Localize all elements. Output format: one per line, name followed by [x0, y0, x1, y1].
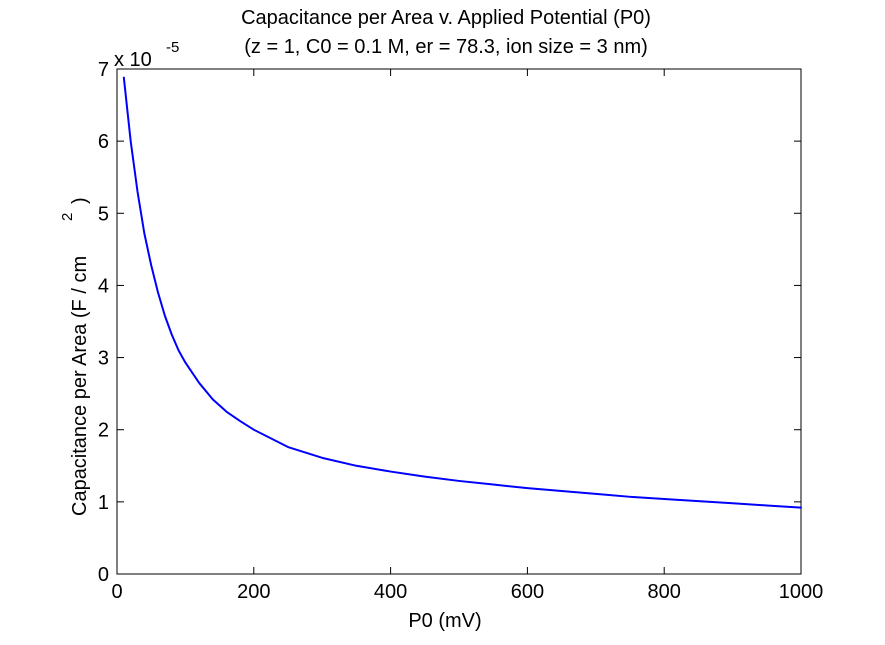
y-tick-label: 4 — [98, 275, 109, 297]
series-line — [122, 76, 802, 509]
x-tick-label: 0 — [111, 581, 122, 603]
x-tick-label: 1000 — [779, 581, 824, 603]
y-multiplier-base: x 10 — [114, 49, 152, 71]
x-tick-label: 800 — [648, 581, 681, 603]
y-multiplier-exponent: -5 — [166, 39, 179, 56]
chart-subtitle: (z = 1, C0 = 0.1 M, er = 78.3, ion size … — [244, 36, 648, 58]
y-axis-label-main: Capacitance per Area (F / cm — [69, 256, 91, 516]
y-tick-label: 1 — [98, 492, 109, 514]
y-tick-label: 6 — [98, 131, 109, 153]
x-tick-label: 600 — [511, 581, 544, 603]
y-tick-label: 5 — [98, 203, 109, 225]
x-tick-label: 200 — [237, 581, 270, 603]
y-multiplier: x 10 -5 — [114, 39, 179, 71]
x-axis-ticks: 0 200 400 600 800 1000 — [111, 69, 823, 603]
series-layer — [122, 76, 802, 509]
y-axis-label-exponent: 2 — [59, 213, 76, 221]
plot-area: 0 200 400 600 800 1000 0 1 2 3 4 5 6 7 — [98, 59, 823, 603]
y-tick-label: 2 — [98, 420, 109, 442]
y-axis-ticks: 0 1 2 3 4 5 6 7 — [98, 59, 801, 586]
plot-frame — [116, 68, 802, 575]
chart-title: Capacitance per Area v. Applied Potentia… — [241, 7, 651, 29]
y-axis-label-close: ) — [69, 197, 91, 204]
y-axis-label: Capacitance per Area (F / cm 2 ) — [59, 197, 91, 516]
y-tick-label: 7 — [98, 59, 109, 81]
y-tick-label: 0 — [98, 564, 109, 586]
x-axis-label: P0 (mV) — [408, 610, 481, 632]
y-tick-label: 3 — [98, 348, 109, 370]
x-tick-label: 400 — [374, 581, 407, 603]
